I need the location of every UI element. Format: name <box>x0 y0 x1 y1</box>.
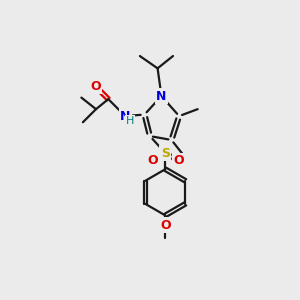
Text: N: N <box>120 110 130 123</box>
Text: O: O <box>90 80 101 92</box>
Text: O: O <box>147 154 158 167</box>
Text: S: S <box>161 146 170 160</box>
Text: N: N <box>156 90 167 103</box>
Text: H: H <box>126 116 134 127</box>
Text: O: O <box>160 219 171 232</box>
Text: O: O <box>173 154 184 167</box>
